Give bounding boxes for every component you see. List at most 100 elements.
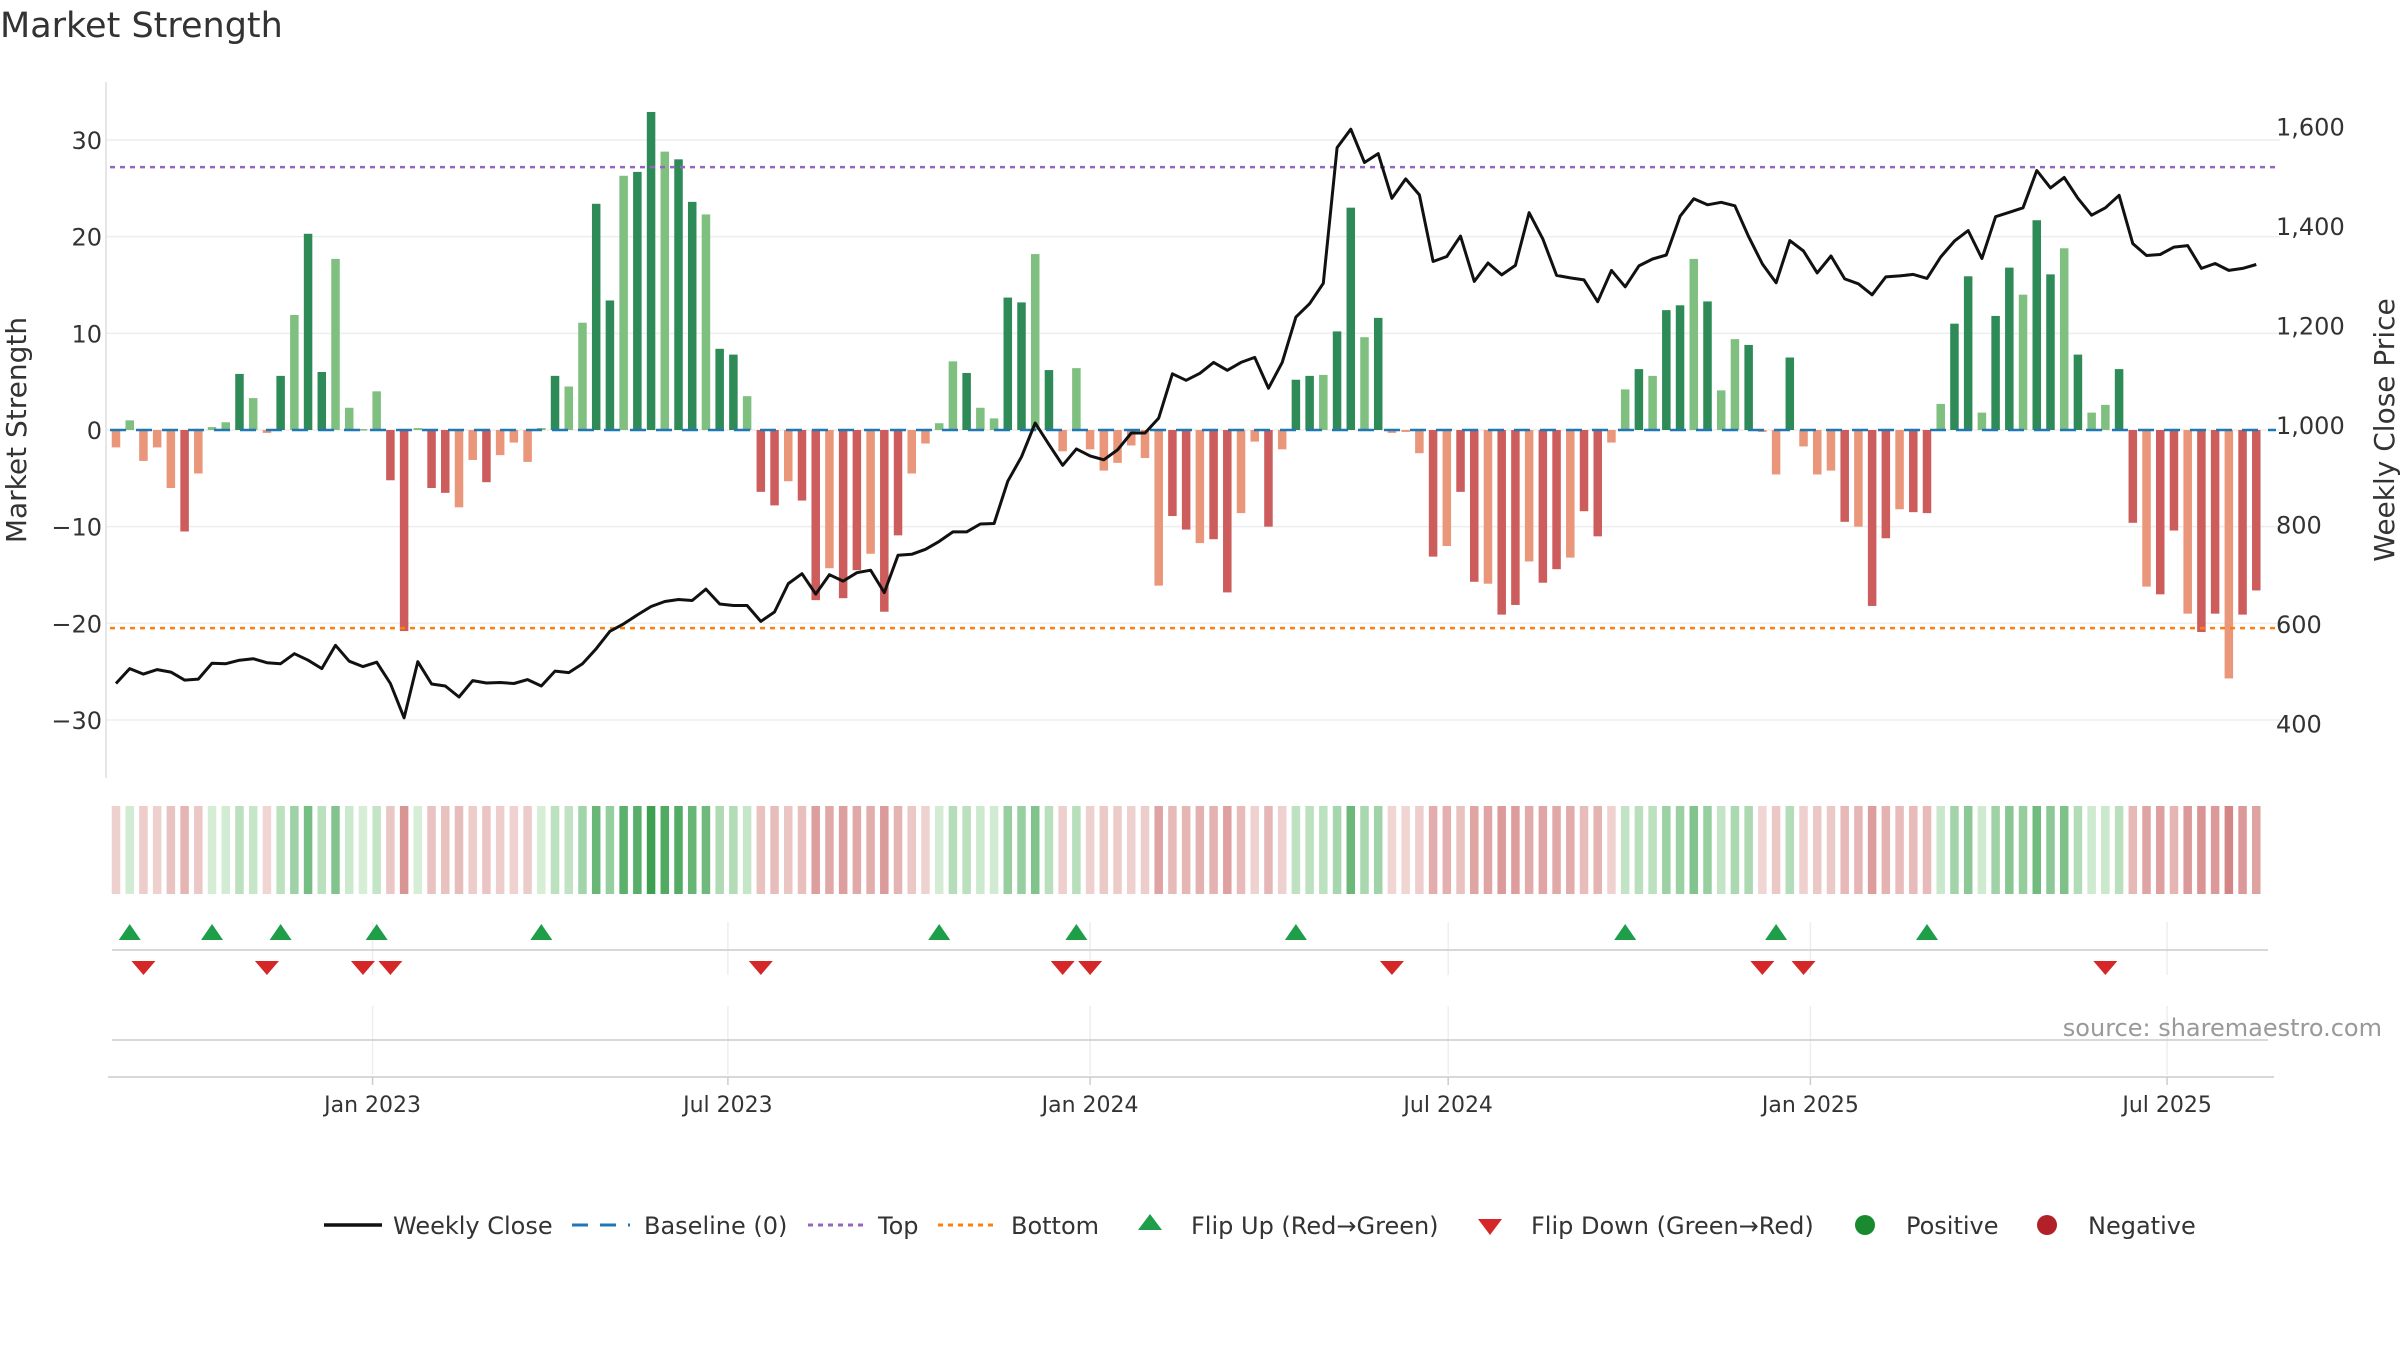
strength-bar bbox=[1579, 430, 1589, 512]
strength-bar bbox=[1085, 430, 1095, 450]
heat-cell bbox=[1085, 806, 1095, 894]
strength-bar bbox=[152, 430, 162, 448]
legend-baseline-label: Baseline (0) bbox=[644, 1212, 787, 1240]
heat-cell bbox=[1881, 806, 1891, 894]
strength-bar bbox=[1648, 375, 1657, 430]
flip-up-marker bbox=[269, 924, 292, 940]
heat-cell bbox=[1401, 806, 1410, 894]
heat-cell bbox=[2073, 806, 2083, 894]
heat-cell bbox=[207, 806, 217, 894]
heat-cell bbox=[2183, 806, 2192, 894]
strength-bar bbox=[2224, 430, 2234, 679]
strength-bar bbox=[1689, 258, 1699, 430]
flip-down-marker bbox=[1050, 961, 1075, 975]
heat-cell bbox=[1593, 806, 1602, 894]
strength-bar bbox=[1346, 207, 1356, 430]
strength-bar bbox=[1593, 430, 1602, 537]
flip-up-marker bbox=[365, 924, 388, 940]
strength-bar bbox=[1977, 412, 1987, 430]
heat-cell bbox=[907, 806, 916, 894]
heat-cell bbox=[111, 806, 121, 894]
strength-bar bbox=[1291, 379, 1301, 430]
heat-cell bbox=[372, 806, 381, 894]
flip-down-marker bbox=[1750, 961, 1775, 975]
strength-bar bbox=[1099, 430, 1109, 471]
strength-bar bbox=[1030, 254, 1040, 430]
heat-cell bbox=[1730, 806, 1740, 894]
strength-bar bbox=[2032, 220, 2042, 430]
strength-bar bbox=[934, 423, 944, 430]
heat-cell bbox=[605, 806, 615, 894]
strength-bar bbox=[866, 430, 875, 554]
legend-flip-down-swatch bbox=[1478, 1219, 1502, 1235]
heat-cell bbox=[1113, 806, 1122, 894]
strength-bar bbox=[399, 430, 409, 632]
heat-cell bbox=[1223, 806, 1232, 894]
heat-cell bbox=[1634, 806, 1644, 894]
strength-bar bbox=[2018, 294, 2028, 430]
strength-bar bbox=[482, 430, 491, 483]
strength-bar bbox=[633, 171, 642, 430]
heat-cell bbox=[1689, 806, 1699, 894]
y-right-tick-label: 1,000 bbox=[2276, 412, 2345, 440]
strength-bar bbox=[550, 375, 560, 430]
strength-bar bbox=[1319, 374, 1328, 430]
flip-up-marker bbox=[201, 924, 224, 940]
y-right-tick-label: 400 bbox=[2276, 710, 2322, 738]
y-left-axis-title: Market Strength bbox=[0, 317, 33, 543]
heat-cell bbox=[2155, 806, 2165, 894]
heat-cell bbox=[1963, 806, 1973, 894]
strength-bar bbox=[1250, 430, 1259, 442]
heat-cell bbox=[1127, 806, 1136, 894]
y-left-tick-label: 20 bbox=[71, 224, 102, 252]
heat-cell bbox=[1922, 806, 1932, 894]
heat-cell bbox=[1524, 806, 1534, 894]
heat-cell bbox=[537, 806, 546, 894]
strength-bar bbox=[825, 430, 834, 569]
y-left-tick-label: −20 bbox=[51, 610, 102, 638]
heat-cell bbox=[523, 806, 532, 894]
strength-bar bbox=[1470, 430, 1479, 582]
heat-cell bbox=[633, 806, 642, 894]
heat-cell bbox=[1758, 806, 1767, 894]
heat-cell bbox=[1044, 806, 1054, 894]
heat-cell bbox=[1744, 806, 1753, 894]
strength-bar bbox=[1895, 430, 1904, 510]
heat-cell bbox=[756, 806, 766, 894]
strength-bar bbox=[194, 430, 203, 474]
heat-cell bbox=[1030, 806, 1040, 894]
heat-cell bbox=[1346, 806, 1356, 894]
strength-bar bbox=[1003, 297, 1013, 430]
heat-cell bbox=[1332, 806, 1342, 894]
heat-cell bbox=[797, 806, 807, 894]
heat-cell bbox=[1058, 806, 1067, 894]
strength-bar bbox=[1072, 368, 1081, 430]
heat-cell bbox=[784, 806, 793, 894]
flip-up-marker bbox=[1916, 924, 1939, 940]
strength-bar bbox=[1730, 339, 1740, 430]
legend-positive-swatch bbox=[1855, 1215, 1875, 1235]
strength-bar bbox=[2142, 430, 2151, 587]
heat-cell bbox=[1977, 806, 1987, 894]
heat-cell bbox=[1812, 806, 1822, 894]
strength-bar bbox=[880, 430, 889, 612]
flip-down-marker bbox=[254, 961, 279, 975]
heat-cell bbox=[454, 806, 464, 894]
heat-cell bbox=[166, 806, 176, 894]
strength-bar bbox=[1812, 430, 1822, 475]
strength-bar bbox=[1634, 369, 1644, 430]
strength-bar bbox=[290, 314, 299, 430]
x-tick-label: Jan 2025 bbox=[1760, 1093, 1859, 1118]
strength-bar bbox=[221, 422, 231, 430]
heat-cell bbox=[1648, 806, 1657, 894]
strength-bar bbox=[1209, 430, 1218, 540]
heat-cell bbox=[139, 806, 148, 894]
flip-down-marker bbox=[1379, 961, 1404, 975]
strength-bar bbox=[1963, 276, 1973, 430]
strength-bar bbox=[427, 430, 436, 488]
strength-bar bbox=[742, 396, 752, 430]
strength-bar bbox=[976, 407, 985, 430]
strength-bar bbox=[591, 203, 601, 430]
heat-cell bbox=[852, 806, 862, 894]
heat-cell bbox=[1771, 806, 1781, 894]
